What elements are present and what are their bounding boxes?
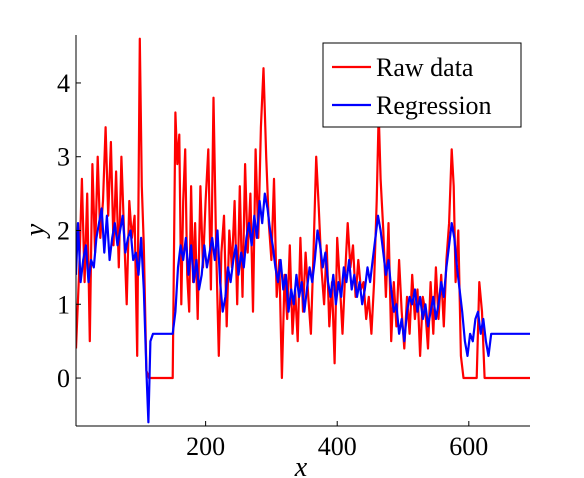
x-axis-ticks: 200 400 600 bbox=[186, 421, 488, 461]
x-axis-label: x bbox=[294, 452, 308, 478]
y-axis-label: y bbox=[20, 223, 51, 239]
y-tick-label: 2 bbox=[57, 217, 70, 246]
x-tick-label: 200 bbox=[186, 432, 225, 461]
series-line-0 bbox=[76, 37, 530, 380]
legend-label-0: Raw data bbox=[376, 53, 474, 82]
y-axis-ticks: 0 1 2 3 4 bbox=[57, 69, 81, 393]
legend-box bbox=[322, 42, 522, 128]
y-tick-label: 0 bbox=[57, 364, 70, 393]
legend: Raw data Regression bbox=[322, 42, 522, 128]
x-tick-label: 600 bbox=[449, 432, 488, 461]
x-tick-label: 400 bbox=[318, 432, 357, 461]
y-tick-label: 3 bbox=[57, 143, 70, 172]
y-tick-label: 1 bbox=[57, 290, 70, 319]
y-tick-label: 4 bbox=[57, 69, 70, 98]
series-line-1 bbox=[76, 192, 530, 424]
legend-label-1: Regression bbox=[376, 91, 492, 120]
